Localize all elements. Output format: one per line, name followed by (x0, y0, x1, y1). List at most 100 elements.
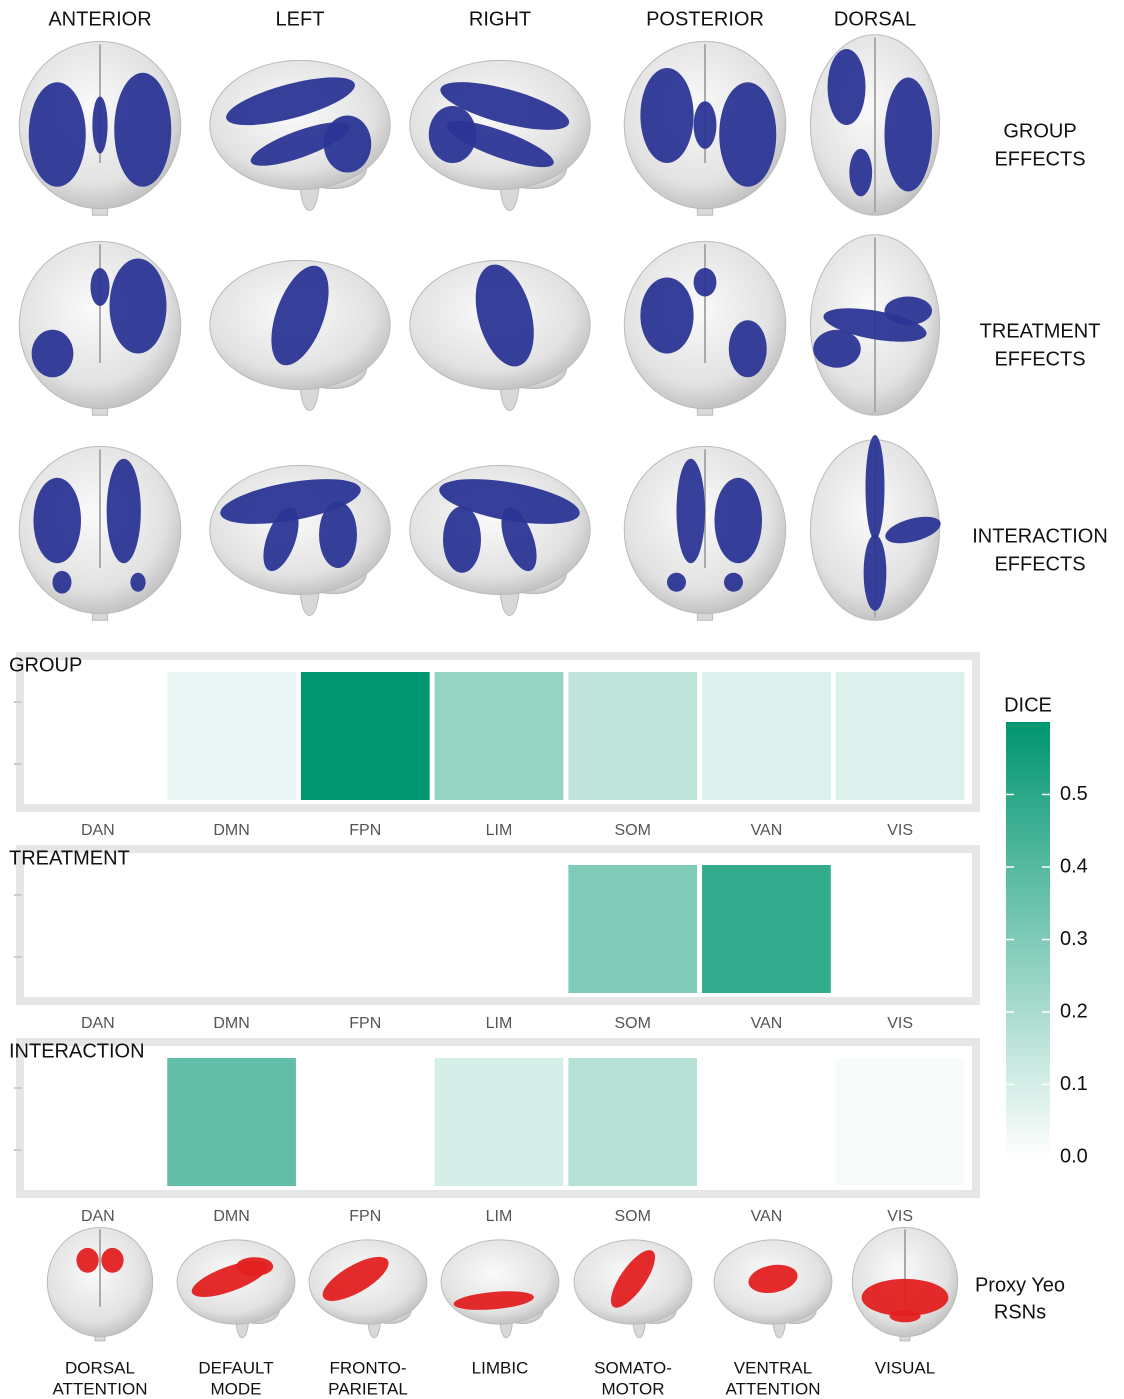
activation-blob (823, 308, 927, 342)
view-label: ANTERIOR (48, 8, 151, 30)
heat-cell (300, 672, 430, 800)
row-label: GROUP (1003, 120, 1076, 142)
colorbar-tick-label: 0.0 (1060, 1145, 1088, 1167)
activation-blob (884, 296, 932, 325)
brain (409, 464, 591, 616)
network-name: PARIETAL (328, 1379, 408, 1398)
network-name: LIMBIC (472, 1358, 529, 1377)
network-name: VENTRAL (734, 1358, 812, 1377)
heat-cell (835, 1058, 965, 1186)
brain (440, 1239, 560, 1339)
activation-blob (714, 477, 762, 564)
brain (18, 240, 182, 416)
activation-blob (863, 534, 887, 611)
activation-blob (236, 1257, 274, 1276)
activation-blob (453, 1291, 534, 1310)
network-name: VISUAL (875, 1358, 935, 1377)
x-tick-label: LIM (486, 1015, 513, 1032)
brain (623, 40, 787, 216)
row-label: EFFECTS (994, 148, 1085, 170)
row-label: INTERACTION (972, 525, 1108, 547)
brain (409, 59, 591, 211)
network-name: MOTOR (602, 1379, 665, 1398)
colorbar-tick-label: 0.4 (1060, 855, 1088, 877)
heat-cell (702, 672, 831, 800)
activation-blob (130, 572, 146, 592)
brain (209, 259, 391, 411)
view-label: DORSAL (834, 8, 916, 30)
activation-blob (849, 148, 873, 197)
activation-blob (250, 122, 350, 166)
activation-blob (885, 516, 941, 544)
activation-blob (728, 320, 767, 378)
heat-cell (434, 1058, 564, 1186)
colorbar-tick-label: 0.5 (1060, 783, 1088, 805)
view-label: RIGHT (469, 8, 531, 30)
x-tick-label: FPN (349, 822, 381, 839)
activation-blob (667, 572, 686, 592)
brain (623, 445, 787, 621)
panel-title: INTERACTION (9, 1040, 145, 1062)
x-tick-label: DMN (213, 822, 249, 839)
panel-title: TREATMENT (9, 847, 130, 869)
heat-cell (568, 672, 698, 800)
view-label: LEFT (276, 8, 325, 30)
cortex (440, 1239, 560, 1325)
activation-blob (76, 1247, 99, 1273)
brain (623, 240, 787, 416)
activation-blob (319, 501, 357, 568)
x-tick-label: VIS (887, 822, 913, 839)
brain (308, 1239, 428, 1339)
heat-cell (434, 672, 564, 800)
x-tick-label: DAN (81, 822, 115, 839)
activation-blob (31, 329, 74, 378)
x-tick-label: VAN (751, 1208, 783, 1225)
x-tick-label: LIM (486, 1208, 513, 1225)
activation-blob (439, 479, 580, 524)
colorbar-tick-label: 0.2 (1060, 1000, 1088, 1022)
activation-blob (109, 258, 167, 354)
row-label: EFFECTS (994, 348, 1085, 370)
x-tick-label: SOM (614, 1208, 650, 1225)
colorbar-tick-label: 0.1 (1060, 1073, 1088, 1095)
activation-blob (748, 1264, 798, 1294)
colorbar-title: DICE (1004, 694, 1052, 716)
brain (573, 1239, 693, 1339)
activation-blob (676, 458, 705, 564)
activation-blob (101, 1247, 124, 1273)
row-label: EFFECTS (994, 553, 1085, 575)
brain (809, 234, 941, 416)
x-tick-label: DAN (81, 1015, 115, 1032)
x-tick-label: LIM (486, 822, 513, 839)
activation-blob (640, 68, 694, 163)
activation-blob (28, 82, 86, 187)
activation-blob (33, 477, 81, 564)
brain (409, 259, 591, 411)
rsn-label: Proxy Yeo (975, 1274, 1065, 1296)
network-name: SOMATO- (594, 1358, 672, 1377)
heat-cell (568, 865, 698, 993)
x-tick-label: SOM (614, 822, 650, 839)
brain (713, 1239, 833, 1339)
brain (809, 34, 941, 216)
x-tick-label: DMN (213, 1015, 249, 1032)
activation-blob (501, 507, 537, 572)
brain (46, 1226, 154, 1342)
activation-blob (322, 1256, 389, 1301)
network-name: MODE (211, 1379, 262, 1398)
activation-blob (226, 77, 355, 126)
heat-cell (835, 672, 965, 800)
brain (209, 464, 391, 616)
activation-blob (443, 506, 481, 573)
heat-cell (568, 1058, 698, 1186)
network-name: ATTENTION (52, 1379, 147, 1398)
view-label: POSTERIOR (646, 8, 764, 30)
activation-blob (271, 265, 329, 366)
x-tick-label: FPN (349, 1208, 381, 1225)
activation-blob (719, 82, 777, 187)
activation-blob (724, 572, 743, 592)
panel-frame (16, 845, 980, 1005)
x-tick-label: VIS (887, 1015, 913, 1032)
activation-blob (693, 101, 717, 149)
